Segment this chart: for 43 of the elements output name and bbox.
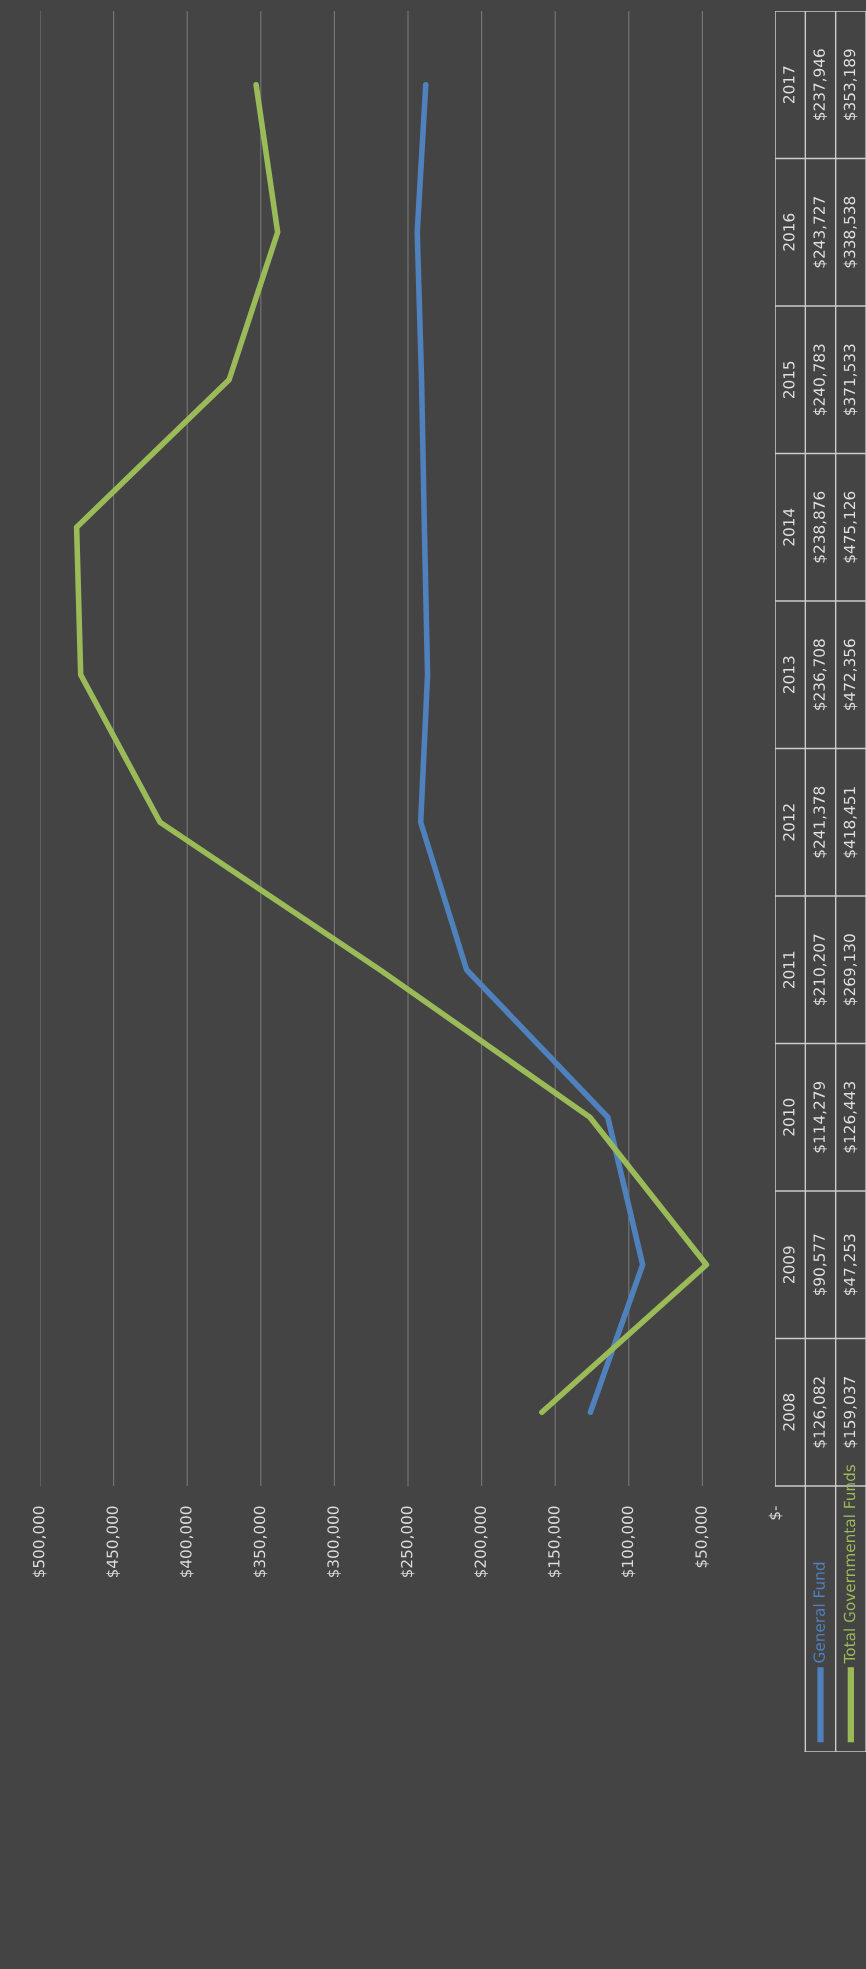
data-label: $475,126: [843, 491, 858, 563]
data-label: $353,189: [843, 49, 858, 120]
x-tick-label: $250,000: [400, 1506, 415, 1578]
data-label: $236,708: [813, 639, 827, 710]
y-tick-label: 2011: [783, 951, 795, 989]
y-tick-label: 2015: [783, 361, 795, 399]
y-tick-label: 2013: [783, 656, 795, 694]
data-label: $47,253: [843, 1234, 858, 1296]
x-tick-label: $150,000: [547, 1506, 562, 1578]
x-tick-label: $450,000: [106, 1506, 121, 1578]
data-label: $90,577: [813, 1234, 827, 1296]
x-tick-label: $300,000: [327, 1506, 341, 1578]
y-tick-label: 2009: [783, 1246, 795, 1284]
data-label: $371,533: [843, 344, 858, 415]
x-tick-label: $350,000: [253, 1506, 268, 1578]
data-label: $243,727: [813, 197, 827, 268]
y-tick-label: 2008: [783, 1393, 795, 1431]
text: General Fund: [813, 1562, 825, 1663]
x-tick-label: $400,000: [179, 1506, 194, 1578]
data-label: $126,443: [843, 1082, 858, 1153]
x-tick-label: $200,000: [474, 1506, 489, 1578]
data-label: $338,538: [843, 196, 858, 268]
y-tick-label: 2012: [783, 804, 795, 841]
data-label: $159,037: [843, 1377, 858, 1448]
y-tick-label: 2010: [783, 1098, 795, 1136]
data-label: $241,378: [813, 786, 827, 858]
x-tick-label: $500,000: [32, 1506, 47, 1578]
data-label: $126,082: [813, 1377, 827, 1448]
data-label: $210,207: [813, 934, 827, 1005]
data-label: $237,946: [813, 49, 827, 120]
data-label: $238,876: [813, 491, 827, 563]
x-tick-label: $-: [768, 1506, 783, 1520]
y-tick-label: 2017: [783, 66, 795, 104]
y-tick-label: 2016: [783, 213, 795, 251]
x-tick-label: $100,000: [621, 1506, 636, 1578]
data-label: $269,130: [843, 934, 858, 1005]
data-label: $418,451: [843, 787, 858, 858]
x-tick-label: $50,000: [695, 1506, 709, 1568]
data-label: $240,783: [813, 344, 827, 415]
y-tick-label: 2014: [783, 508, 795, 546]
data-label: $114,279: [813, 1081, 827, 1153]
text: Total Governmental Funds: [843, 1465, 856, 1664]
data-label: $472,356: [843, 639, 858, 710]
